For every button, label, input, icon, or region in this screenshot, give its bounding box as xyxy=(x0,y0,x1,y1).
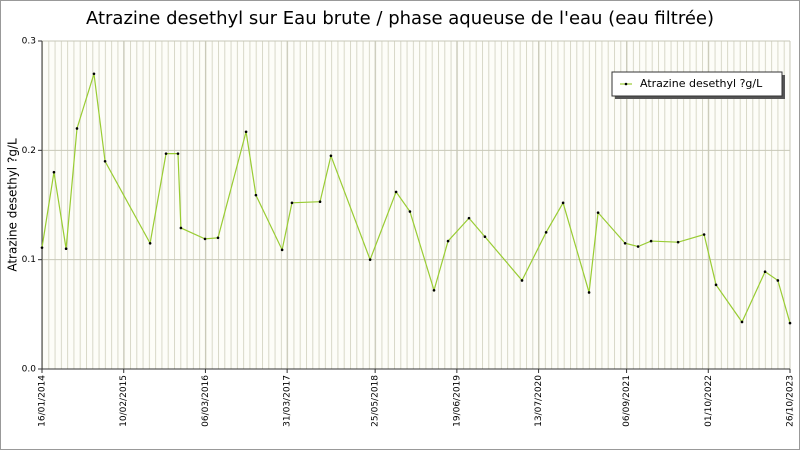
data-point xyxy=(676,240,680,244)
chart-title: Atrazine desethyl sur Eau brute / phase … xyxy=(86,8,714,29)
data-point xyxy=(164,152,168,155)
data-point xyxy=(561,201,565,205)
x-tick-label: 19/06/2019 xyxy=(452,375,462,427)
data-point xyxy=(52,170,56,174)
data-point xyxy=(244,130,248,134)
x-tick-label: 13/07/2020 xyxy=(534,375,544,427)
y-tick-label: 0.0 xyxy=(22,365,37,375)
data-point xyxy=(394,190,398,194)
data-point xyxy=(216,236,220,240)
y-tick-label: 0.2 xyxy=(22,146,36,156)
data-point xyxy=(254,193,258,197)
data-point xyxy=(368,258,372,261)
data-point xyxy=(432,288,436,292)
x-tick-label: 06/09/2021 xyxy=(622,375,632,427)
data-point xyxy=(544,231,548,234)
data-point xyxy=(763,270,767,273)
x-tick-label: 01/10/2022 xyxy=(704,375,714,427)
legend-label: Atrazine desethyl ?g/L xyxy=(640,77,763,90)
x-tick-label: 25/05/2018 xyxy=(371,375,381,427)
series-line xyxy=(41,73,791,324)
legend xyxy=(611,71,783,97)
y-tick-label: 0.3 xyxy=(22,37,36,47)
legend-marker xyxy=(624,82,628,86)
y-axis-label: Atrazine desethyl ?g/L xyxy=(6,138,20,272)
data-point xyxy=(467,216,471,220)
x-tick-label: 06/03/2016 xyxy=(201,375,211,427)
data-point xyxy=(176,152,180,155)
data-point xyxy=(290,201,294,205)
data-point xyxy=(520,279,524,282)
data-point xyxy=(318,200,322,204)
data-point xyxy=(203,237,207,241)
x-tick-label: 31/03/2017 xyxy=(283,375,293,427)
data-point xyxy=(40,246,44,249)
data-point xyxy=(483,235,487,239)
data-point xyxy=(587,291,591,294)
data-point xyxy=(92,72,96,76)
x-tick-label: 16/01/2014 xyxy=(38,375,48,427)
data-point xyxy=(75,127,79,130)
data-point xyxy=(280,248,284,252)
y-tick-label: 0.1 xyxy=(22,255,36,265)
data-point xyxy=(636,245,640,248)
data-point xyxy=(788,321,792,325)
data-point xyxy=(596,211,600,214)
data-point xyxy=(64,247,68,251)
data-point xyxy=(623,241,627,245)
x-tick-label: 10/02/2015 xyxy=(119,375,129,427)
data-point xyxy=(179,226,183,230)
data-point xyxy=(702,233,706,236)
data-point xyxy=(649,239,653,243)
data-point xyxy=(103,159,107,163)
data-point xyxy=(148,241,152,245)
x-tick-label: 26/10/2023 xyxy=(786,375,796,427)
data-point xyxy=(740,320,744,324)
data-point xyxy=(446,239,450,243)
data-point xyxy=(776,279,780,282)
data-point xyxy=(408,210,412,213)
data-point xyxy=(714,283,718,287)
data-point xyxy=(329,154,333,158)
